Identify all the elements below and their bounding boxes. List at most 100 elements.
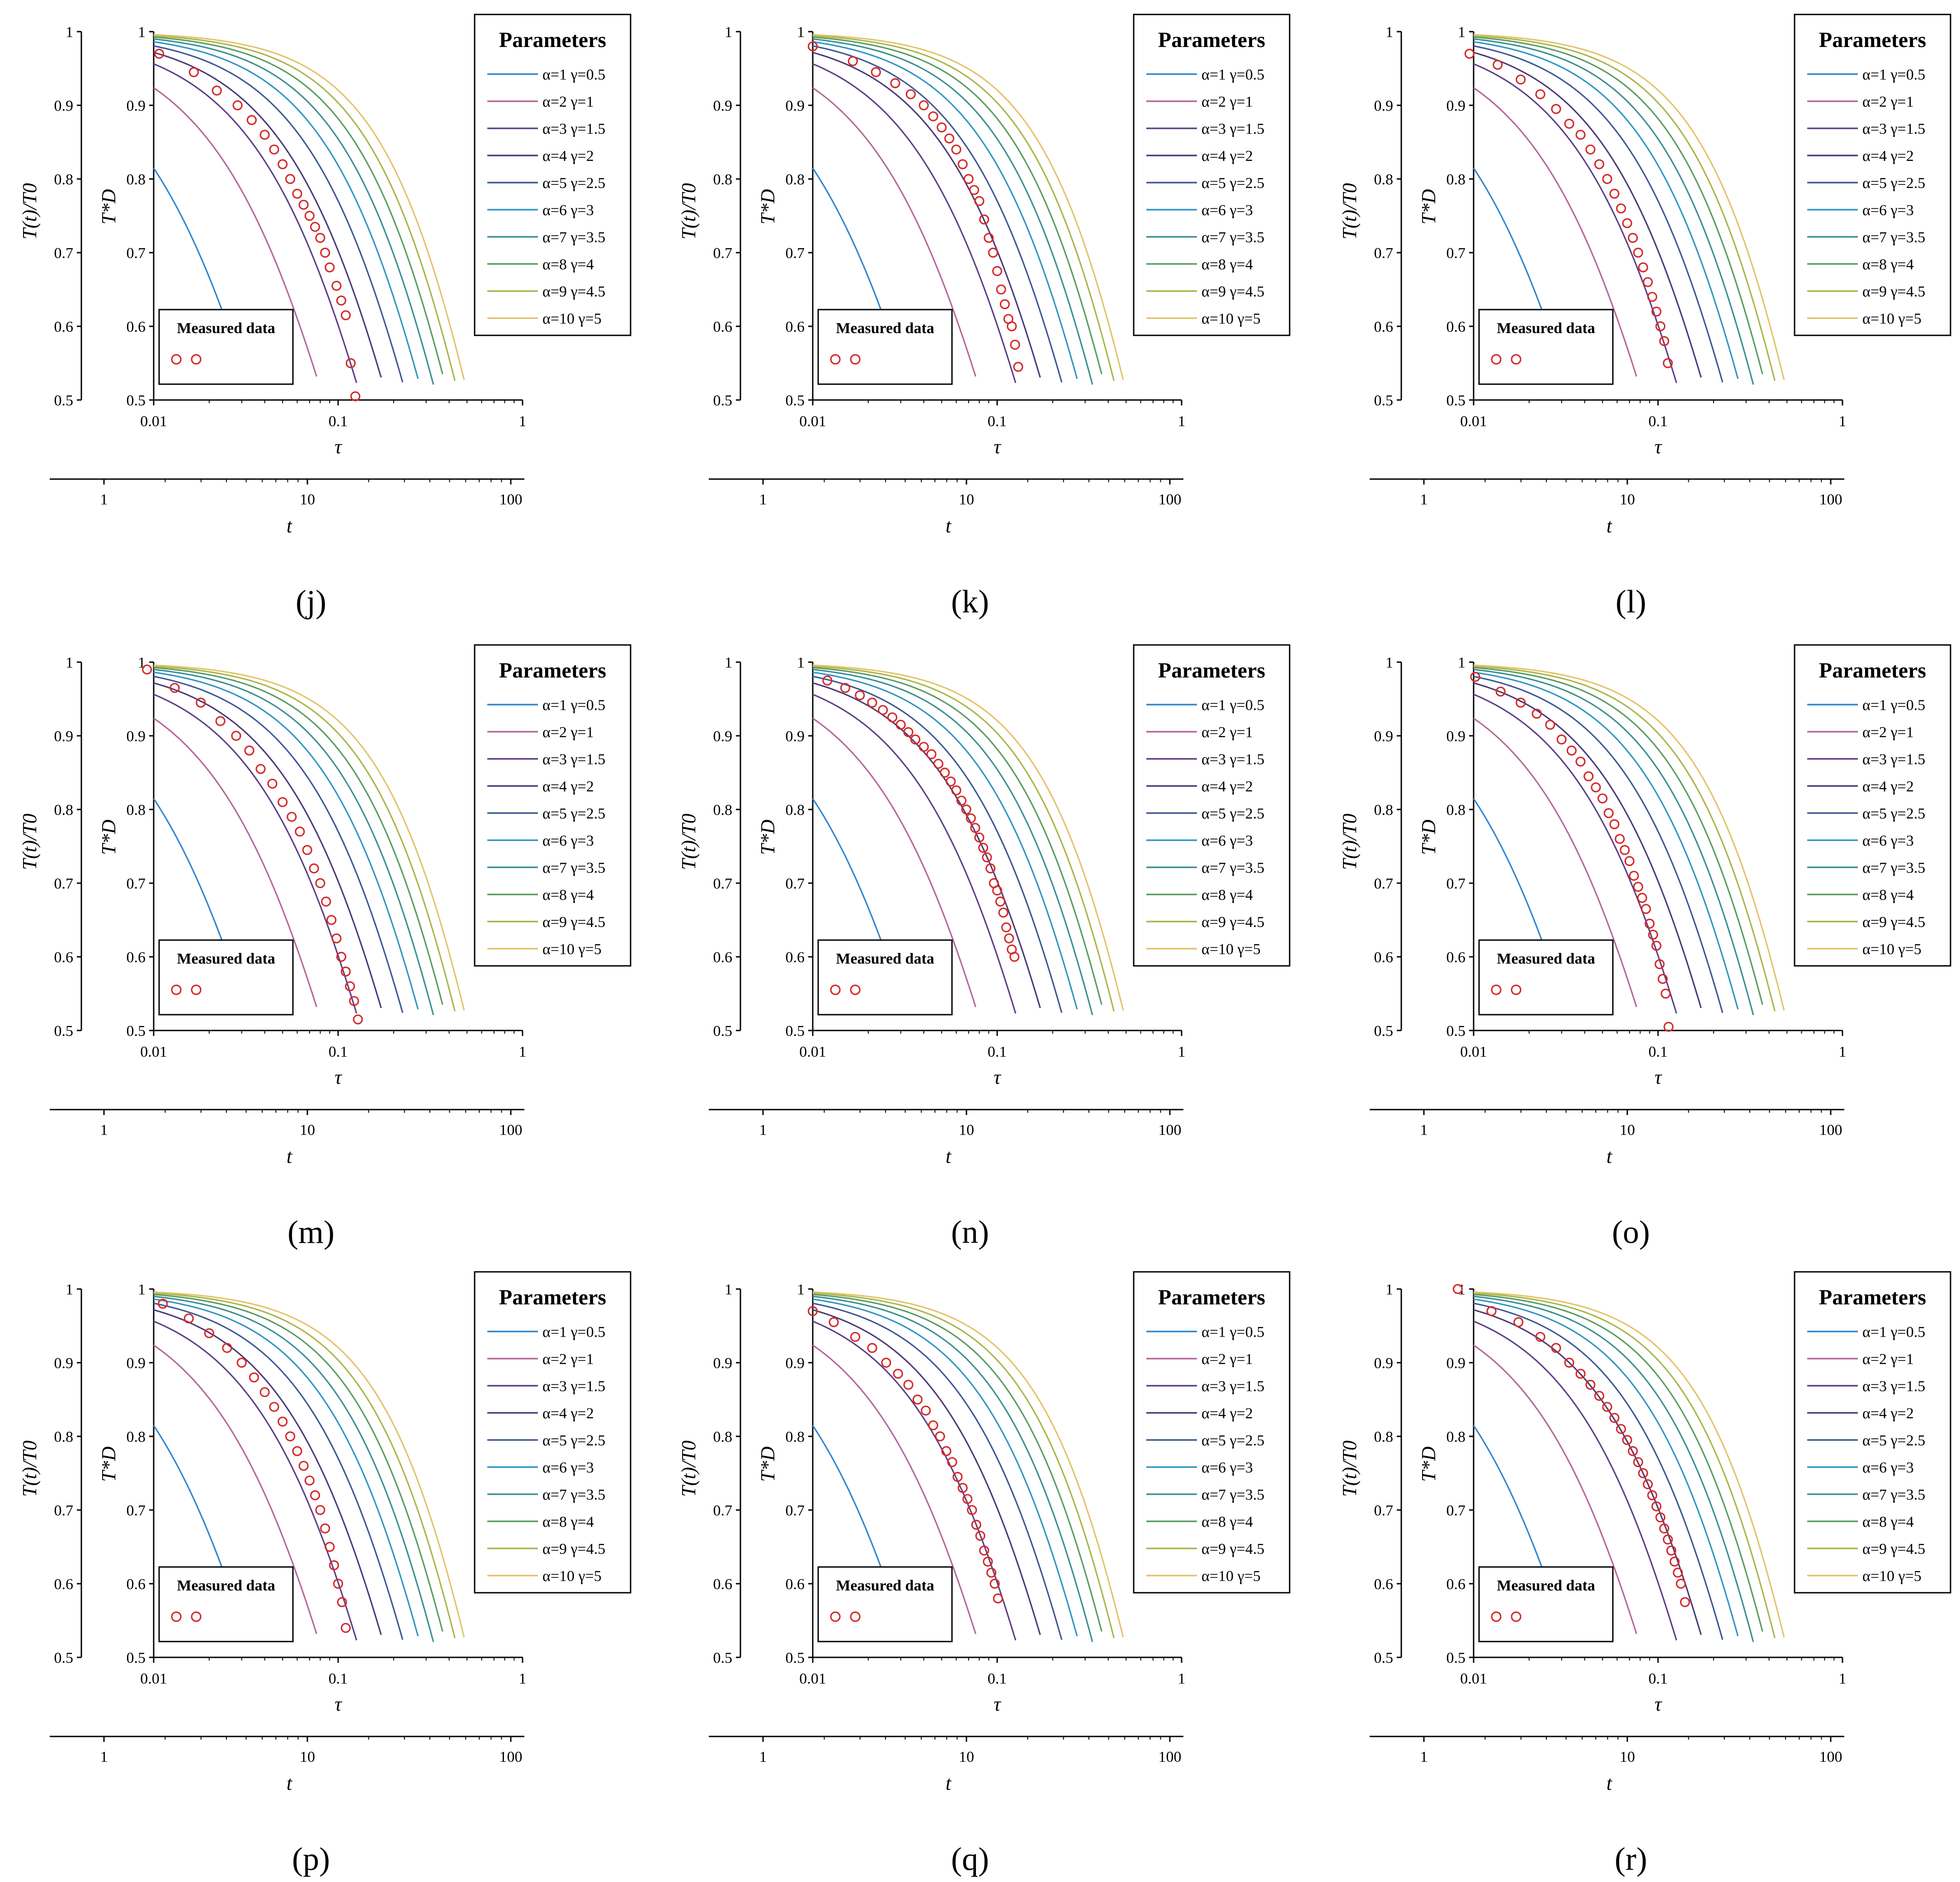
y-tick-label: 0.5 xyxy=(1446,392,1466,409)
series-line xyxy=(812,1309,1041,1635)
x2-tick-label: 10 xyxy=(1620,1749,1635,1765)
measured-point xyxy=(983,1556,993,1567)
y-tick-label: 0.8 xyxy=(127,1429,146,1445)
y2-tick-label: 1 xyxy=(66,24,73,41)
legend-item: α=2 γ=1 xyxy=(1862,724,1914,741)
measured-marker xyxy=(1511,1611,1522,1622)
legend-title: Parameters xyxy=(1158,28,1265,52)
measured-point xyxy=(947,1457,957,1468)
y-tick-label: 0.6 xyxy=(786,1576,805,1593)
series-line xyxy=(812,34,1124,380)
series-line xyxy=(1473,35,1776,381)
measured-point xyxy=(310,221,320,232)
y2-axis-label: T*D xyxy=(1418,1446,1440,1482)
legend-item: α=7 γ=3.5 xyxy=(542,1487,605,1503)
y-tick-label: 0.8 xyxy=(1446,802,1466,819)
legend-item: α=2 γ=1 xyxy=(1862,1351,1914,1368)
y-tick-label: 0.5 xyxy=(1446,1650,1466,1666)
y2-tick-label: 0.7 xyxy=(713,1502,733,1519)
measured-point xyxy=(1516,74,1526,85)
legend-item: α=6 γ=3 xyxy=(542,1459,594,1476)
measured-point xyxy=(285,174,296,184)
y-tick-label: 0.7 xyxy=(1446,875,1466,892)
legend-item: α=5 γ=2.5 xyxy=(542,1432,605,1449)
y-tick-label: 1 xyxy=(138,1281,146,1298)
legend-title: Parameters xyxy=(1819,28,1926,52)
legend-item: α=8 γ=4 xyxy=(542,256,594,273)
measured-point xyxy=(920,1405,931,1416)
y2-tick-label: 0.8 xyxy=(54,171,74,188)
legend-item: α=3 γ=1.5 xyxy=(1201,1378,1264,1395)
series-line xyxy=(153,45,404,383)
legend-item: α=6 γ=3 xyxy=(542,202,594,219)
measured-point xyxy=(215,716,226,726)
legend-item: α=9 γ=4.5 xyxy=(1862,914,1925,931)
y2-tick-label: 1 xyxy=(66,1281,73,1298)
y2-tick-label: 0.5 xyxy=(1374,1023,1394,1040)
measured-marker xyxy=(171,1611,182,1622)
x-tick-label: 0.01 xyxy=(1460,413,1487,430)
x-tick-label: 1 xyxy=(519,1044,527,1060)
x-axis-label: τ xyxy=(335,1066,343,1088)
legend-item: α=8 γ=4 xyxy=(542,1514,594,1530)
y-axis-label: T(t)/T0 xyxy=(1338,1440,1361,1497)
x-tick-label: 0.01 xyxy=(140,1670,167,1687)
legend-item: α=3 γ=1.5 xyxy=(1201,121,1264,137)
x2-tick-label: 10 xyxy=(300,1122,315,1139)
legend-item: α=7 γ=3.5 xyxy=(1862,229,1925,246)
measured-point xyxy=(887,712,898,723)
y2-tick-label: 0.8 xyxy=(1374,802,1394,819)
y-tick-label: 0.8 xyxy=(1446,171,1466,188)
measured-point xyxy=(822,675,833,686)
y2-tick-label: 0.9 xyxy=(54,728,74,745)
measured-point xyxy=(967,1505,977,1515)
legend-item: α=9 γ=4.5 xyxy=(1862,283,1925,300)
y2-axis-label: T*D xyxy=(98,189,120,224)
y-tick-label: 0.7 xyxy=(1446,245,1466,262)
measured-marker xyxy=(171,984,182,995)
measured-point xyxy=(337,1597,347,1607)
y2-tick-label: 0.9 xyxy=(1374,728,1394,745)
measured-point xyxy=(184,1313,194,1324)
measured-marker xyxy=(1491,1611,1502,1622)
measured-point xyxy=(1680,1597,1690,1607)
x-tick-label: 0.1 xyxy=(1649,413,1668,430)
legend-item: α=3 γ=1.5 xyxy=(1862,1378,1925,1395)
legend-item: α=2 γ=1 xyxy=(542,724,594,741)
y-axis-label: T(t)/T0 xyxy=(1338,814,1361,870)
measured-box-label: Measured data xyxy=(177,320,275,337)
series-line xyxy=(153,1295,434,1642)
y-tick-label: 0.8 xyxy=(786,802,805,819)
measured-point xyxy=(1666,1545,1677,1556)
chart-panel: 0.5 0.5 0.6 0.6 0.7 0.7 0.8 0.8 0.9 0.9 1 1 0.01 0.1 1… xyxy=(19,644,631,1250)
measured-box xyxy=(1478,1566,1614,1642)
y2-tick-label: 0.6 xyxy=(54,1576,74,1593)
series-line xyxy=(812,52,1041,378)
measured-point xyxy=(1676,1578,1686,1589)
measured-point xyxy=(1663,1021,1674,1032)
legend-item: α=8 γ=4 xyxy=(1862,1514,1914,1530)
measured-point xyxy=(1575,756,1586,767)
measured-point xyxy=(304,1475,315,1486)
measured-marker xyxy=(830,984,841,995)
x-axis-label: τ xyxy=(994,1066,1002,1088)
chart-panel: 0.5 0.5 0.6 0.6 0.7 0.7 0.8 0.8 0.9 0.9 1 1 0.01 0.1 1… xyxy=(678,1271,1291,1877)
x-axis-label: τ xyxy=(335,436,343,458)
y2-axis-label: T*D xyxy=(757,189,779,224)
x2-tick-label: 100 xyxy=(1159,491,1182,508)
series-line xyxy=(153,717,317,1007)
measured-point xyxy=(1585,1379,1596,1390)
legend-item: α=1 γ=0.5 xyxy=(542,697,605,714)
measured-marker xyxy=(850,984,861,995)
series-line xyxy=(1473,682,1702,1008)
y-tick-label: 0.6 xyxy=(1446,1576,1466,1593)
measured-point xyxy=(850,1332,861,1342)
legend-item: α=5 γ=2.5 xyxy=(1862,175,1925,192)
y2-tick-label: 0.8 xyxy=(713,1429,733,1445)
series-line xyxy=(1473,676,1724,1013)
legend-item: α=3 γ=1.5 xyxy=(542,1378,605,1395)
legend-item: α=3 γ=1.5 xyxy=(542,121,605,137)
series-line xyxy=(153,1344,317,1634)
y2-tick-label: 0.9 xyxy=(54,1355,74,1372)
panel-label: (l) xyxy=(1616,583,1646,620)
